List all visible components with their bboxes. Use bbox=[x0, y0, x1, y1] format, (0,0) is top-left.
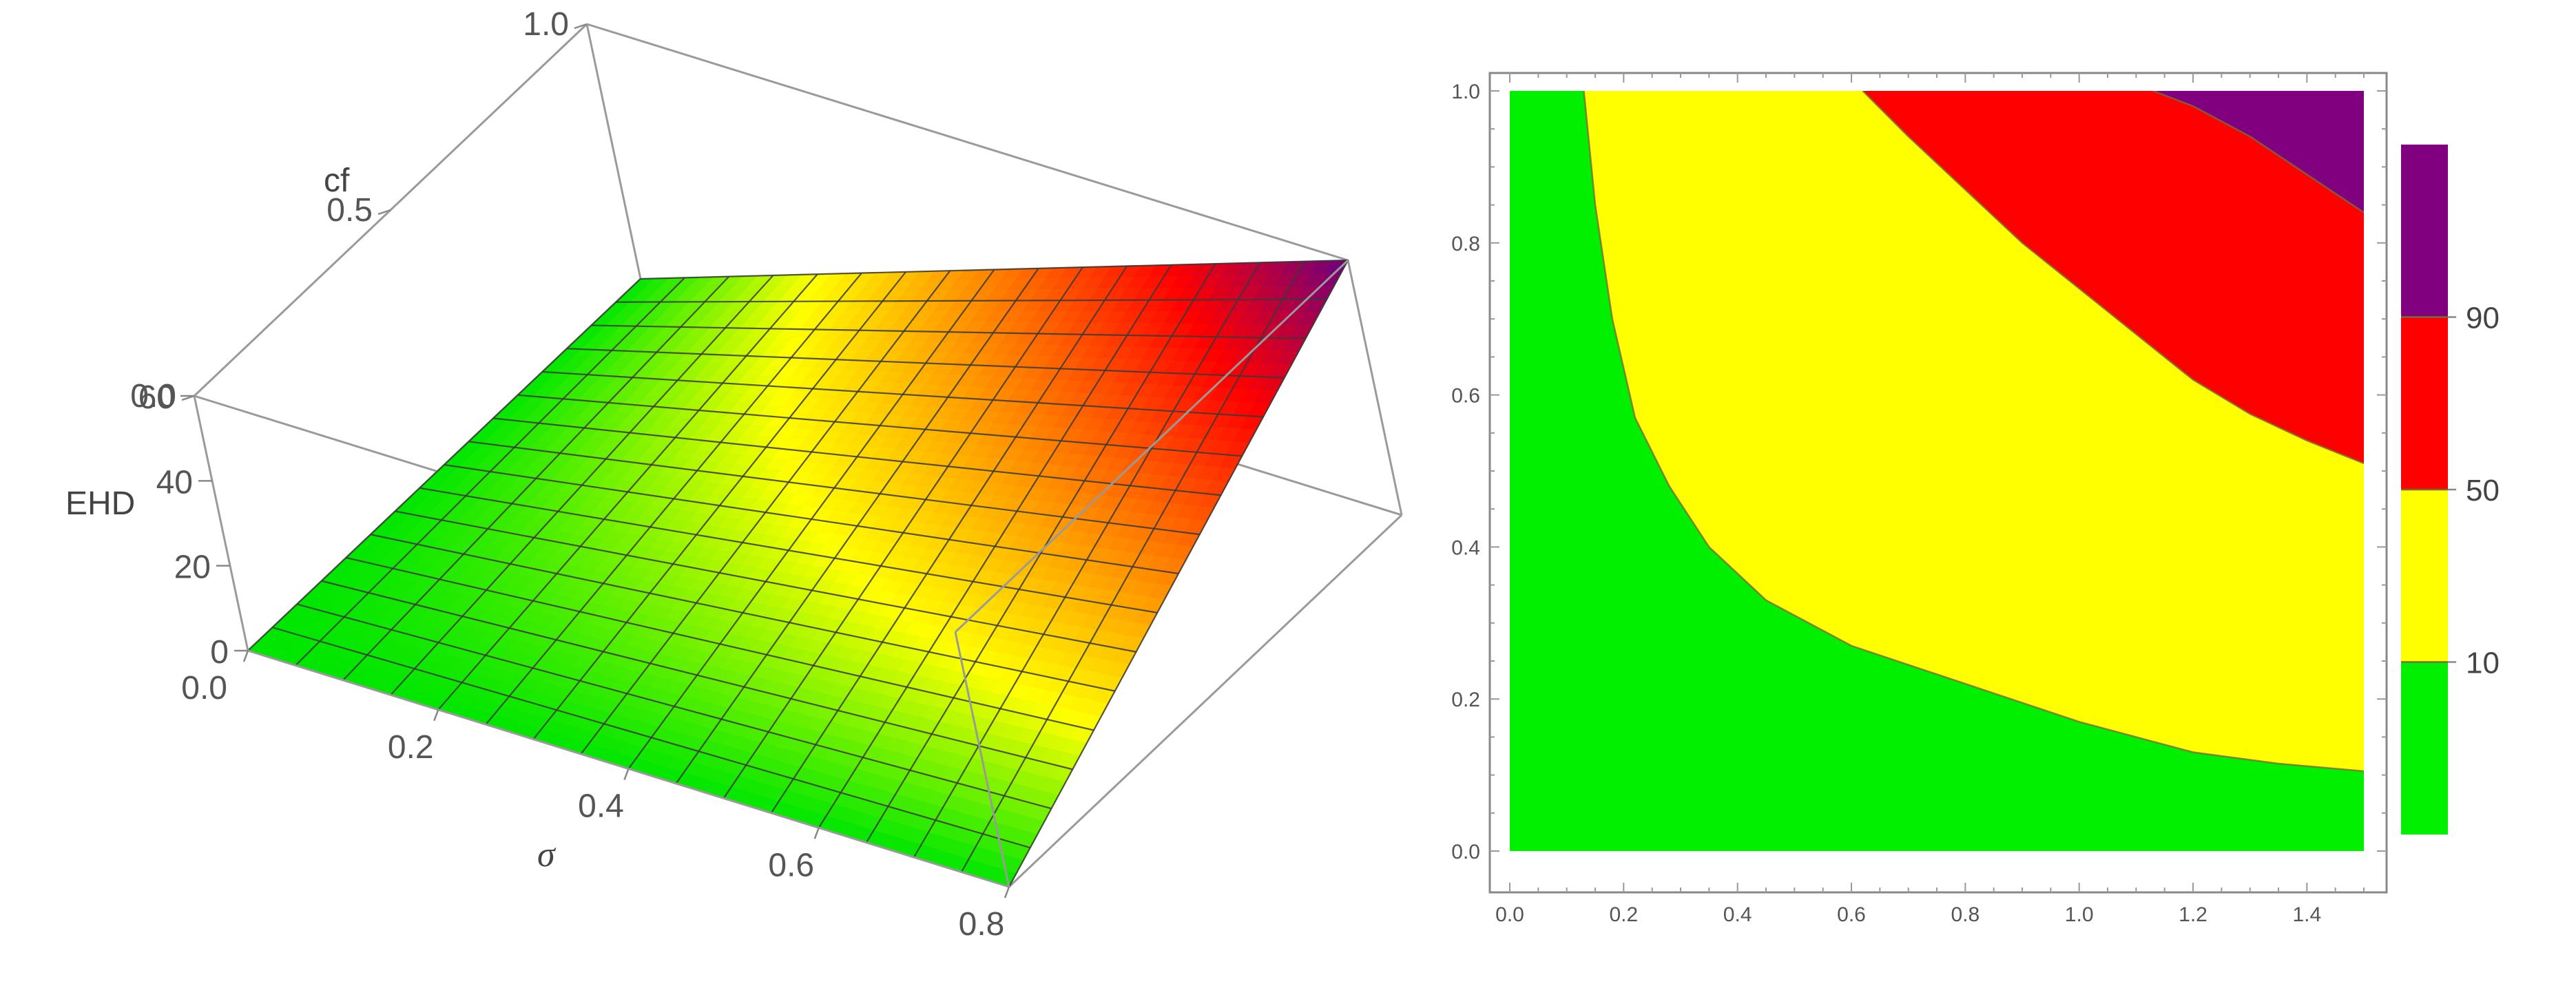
y-axis-label: cf bbox=[324, 162, 350, 199]
x-axis-ticks: 0.2 0.4 0.6 0.8 0.0 bbox=[181, 650, 1010, 943]
x-tick-label: 0.4 bbox=[1723, 903, 1752, 926]
y-tick-mark bbox=[574, 23, 588, 30]
mesh-line-y bbox=[517, 394, 1243, 457]
y-tick-label: 0.5 bbox=[326, 192, 373, 229]
mesh-line-y bbox=[272, 627, 1031, 849]
mesh-line-y bbox=[370, 534, 1115, 692]
x-tick-label: 0.2 bbox=[1609, 903, 1638, 926]
x-tick-mark bbox=[242, 650, 249, 662]
y-axis-ticks: 0.0 0.2 0.4 0.6 0.8 1.0 bbox=[1451, 81, 1480, 863]
edge-bottom-right bbox=[1008, 514, 1403, 888]
z-tick-label: 60 bbox=[138, 379, 175, 416]
z-axis-ticks: 0 20 40 60 bbox=[138, 379, 248, 671]
z-tick-label: 40 bbox=[156, 464, 193, 501]
x-tick-mark bbox=[813, 827, 820, 839]
x-tick-label: 1.0 bbox=[2065, 903, 2094, 926]
contour-region bbox=[1862, 91, 2364, 463]
y-axis-ticks: 0.0 0.5 1.0 bbox=[130, 6, 588, 415]
color-legend: 10 50 90 bbox=[2401, 145, 2500, 835]
legend-label: 10 bbox=[2466, 647, 2500, 680]
y-tick-label: 0.2 bbox=[1451, 689, 1480, 711]
y-tick-label: 0.6 bbox=[1451, 385, 1480, 408]
mesh-line-y bbox=[444, 463, 1179, 575]
mesh-line-y bbox=[321, 580, 1073, 770]
legend-swatch bbox=[2401, 317, 2448, 490]
z-tick-label: 20 bbox=[174, 549, 211, 586]
y-tick-label: 0.0 bbox=[1451, 841, 1480, 863]
mesh-line-y bbox=[542, 370, 1264, 418]
x-tick-label: 0.8 bbox=[959, 906, 1005, 943]
y-tick-label: 1.0 bbox=[523, 6, 569, 43]
y-tick-label: 0.0 bbox=[130, 378, 176, 415]
x-tick-label: 0.2 bbox=[388, 729, 434, 766]
mesh-line-y bbox=[640, 259, 1349, 280]
contour-line bbox=[2152, 91, 2364, 213]
y-tick-label: 1.0 bbox=[1451, 81, 1480, 103]
x-tick-label: 0.4 bbox=[578, 788, 624, 825]
contour-lines bbox=[1583, 91, 2364, 773]
y-tick-label: 0.8 bbox=[1451, 233, 1480, 255]
mesh-line-y bbox=[616, 298, 1327, 303]
mesh-line-y bbox=[468, 441, 1200, 536]
edge-vertical-right-back bbox=[1347, 260, 1403, 516]
x-tick-label: 0.6 bbox=[1837, 903, 1866, 926]
edge-vertical-right-front bbox=[954, 631, 1010, 888]
x-axis-label: σ bbox=[537, 835, 557, 874]
legend-swatch bbox=[2401, 490, 2448, 662]
x-tick-label: 0.0 bbox=[181, 670, 227, 706]
contour-line bbox=[1583, 91, 2364, 773]
edge-vertical-left-front bbox=[193, 395, 249, 651]
x-tick-mark bbox=[433, 709, 439, 722]
x-tick-label: 1.4 bbox=[2292, 903, 2321, 926]
edge-vertical-left-back bbox=[585, 23, 642, 280]
contour-region bbox=[2153, 91, 2364, 213]
z-axis-label: EHD bbox=[65, 485, 135, 522]
legend-label: 50 bbox=[2466, 474, 2500, 507]
x-tick-label: 0.0 bbox=[1495, 903, 1524, 926]
x-tick-label: 0.6 bbox=[768, 847, 814, 883]
frame-tick-marks bbox=[1490, 73, 2387, 892]
mesh-line-y bbox=[296, 603, 1052, 810]
x-tick-mark bbox=[1004, 886, 1010, 899]
mesh-line-y bbox=[567, 348, 1285, 379]
z-tick-label: 0 bbox=[210, 634, 229, 671]
surface-mesh bbox=[247, 259, 1349, 888]
contour-line bbox=[1862, 91, 2364, 465]
x-tick-label: 1.2 bbox=[2179, 903, 2208, 926]
edge-top-right bbox=[954, 259, 1349, 633]
contour-regions bbox=[1510, 91, 2364, 851]
x-axis-ticks: 0.0 0.2 0.4 0.6 0.8 1.0 1.2 1.4 bbox=[1495, 903, 2321, 926]
edge-top-back bbox=[586, 23, 1349, 262]
x-tick-label: 0.8 bbox=[1951, 903, 1980, 926]
x-tick-mark bbox=[623, 768, 630, 780]
y-tick-label: 0.4 bbox=[1451, 536, 1480, 559]
mesh-line-y bbox=[395, 510, 1136, 653]
surface-plot-3d: 0.2 0.4 0.6 0.8 0.0 0.0 0.5 1.0 0 20 40 60 σ cf E… bbox=[65, 6, 1403, 943]
mesh-line-y bbox=[591, 324, 1306, 339]
contour-plot: 0.0 0.2 0.4 0.6 0.8 1.0 1.2 1.4 0.0 0.2 0.4 0.6 0.8… bbox=[1451, 72, 2388, 926]
legend-label: 90 bbox=[2466, 302, 2500, 335]
legend-swatch bbox=[2401, 145, 2448, 317]
mesh-line-y bbox=[419, 487, 1158, 613]
mesh-line-y bbox=[493, 417, 1221, 496]
legend-swatch bbox=[2401, 662, 2448, 835]
y-tick-mark bbox=[377, 209, 391, 216]
